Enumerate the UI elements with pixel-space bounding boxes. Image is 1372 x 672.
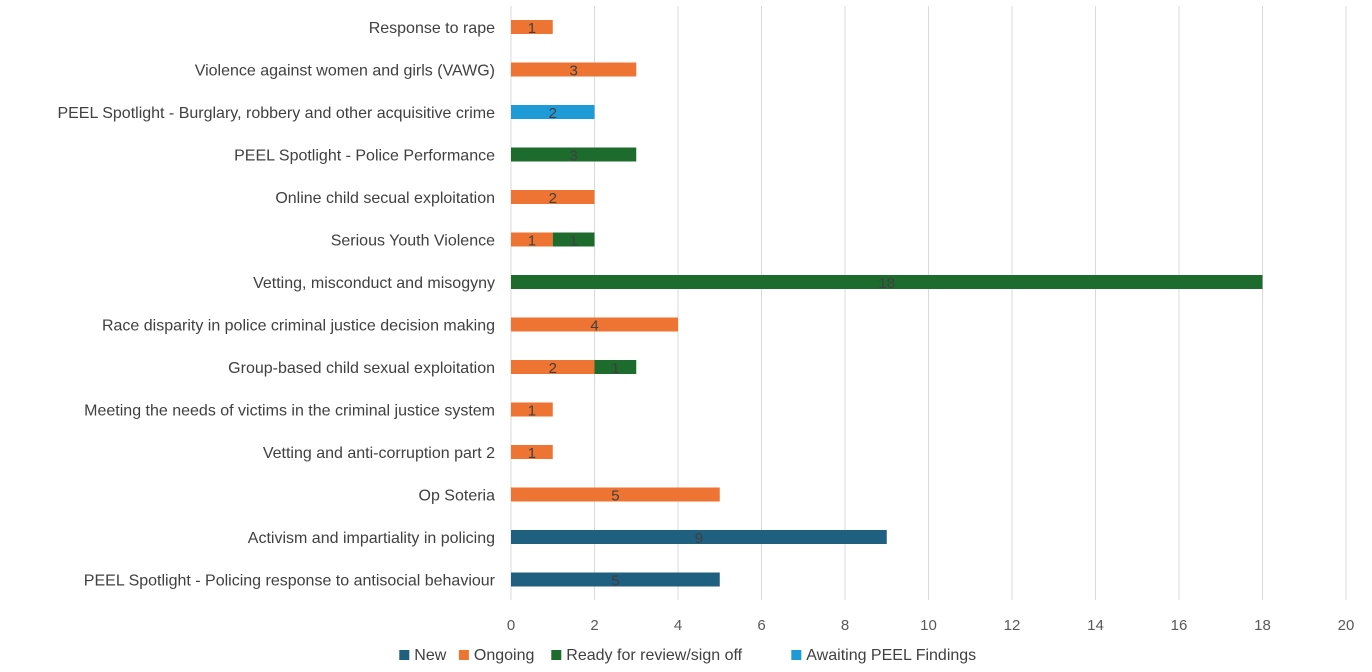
data-label: 5 [611, 488, 619, 505]
data-label: 4 [590, 318, 598, 335]
bar-segment [511, 402, 553, 417]
x-tick-label: 14 [1087, 617, 1104, 634]
data-label: 3 [569, 148, 577, 165]
bar-segment [511, 275, 1263, 289]
legend-swatch [458, 650, 469, 660]
category-label: Race disparity in police criminal justic… [102, 318, 495, 335]
legend-label: Ready for review/sign off [566, 647, 742, 664]
gridlines [510, 6, 1347, 600]
x-axis-tick-labels: 0 2 4 6 8 10 12 14 16 18 20 [507, 617, 1355, 634]
bar-segment [511, 530, 887, 544]
legend-label: Ongoing [474, 647, 535, 664]
bar-segment [511, 317, 678, 332]
bar-segment [511, 232, 553, 247]
bar-segment [511, 445, 553, 459]
x-tick-label: 6 [757, 617, 765, 634]
data-label: 1 [528, 403, 536, 420]
data-label: 1 [528, 445, 536, 462]
legend-swatch [551, 650, 562, 660]
x-tick-label: 2 [590, 617, 598, 634]
legend-swatch [791, 650, 802, 660]
legend-label: New [414, 647, 446, 664]
data-label: 1 [569, 233, 577, 250]
data-labels: 1 3 2 3 2 1 1 18 4 2 1 1 1 5 9 5 [528, 20, 895, 590]
category-label: Vetting and anti-corruption part 2 [263, 445, 495, 462]
x-tick-label: 18 [1254, 617, 1271, 634]
category-label: Violence against women and girls (VAWG) [195, 63, 495, 80]
data-label: 9 [695, 530, 703, 547]
category-label: PEEL Spotlight - Police Performance [234, 148, 495, 165]
data-label: 18 [878, 275, 895, 292]
category-label: Op Soteria [419, 488, 496, 505]
x-tick-label: 12 [1004, 617, 1021, 634]
data-label: 3 [569, 63, 577, 80]
legend-label: Awaiting PEEL Findings [806, 647, 976, 664]
category-label: Group-based child sexual exploitation [228, 360, 495, 377]
bar-segment [552, 232, 595, 247]
category-label: PEEL Spotlight - Burglary, robbery and o… [57, 105, 495, 122]
data-label: 2 [549, 190, 557, 207]
category-label: Meeting the needs of victims in the crim… [84, 403, 495, 420]
x-tick-label: 20 [1338, 617, 1355, 634]
data-label: 5 [611, 573, 619, 590]
category-label: Response to rape [369, 20, 495, 37]
bar-segment [594, 360, 637, 374]
data-label: 2 [549, 360, 557, 377]
x-tick-label: 10 [920, 617, 937, 634]
legend: New Ongoing Ready for review/sign off Await… [399, 647, 976, 664]
bar-segment [511, 487, 720, 502]
data-label: 1 [528, 233, 536, 250]
category-label: Activism and impartiality in policing [248, 530, 495, 547]
bar-segment [511, 20, 553, 34]
bar-segment [511, 62, 637, 77]
data-label: 1 [611, 360, 619, 377]
x-tick-label: 0 [507, 617, 515, 634]
category-label: Serious Youth Violence [331, 233, 495, 250]
bar-segment [511, 147, 637, 162]
bars [511, 20, 1263, 587]
x-tick-label: 4 [674, 617, 682, 634]
bar-segment [511, 572, 720, 587]
legend-swatch [399, 650, 410, 660]
x-tick-label: 16 [1171, 617, 1188, 634]
x-tick-label: 8 [841, 617, 849, 634]
bar-segment [511, 190, 595, 204]
bar-segment [511, 360, 595, 374]
category-label: Vetting, misconduct and misogyny [253, 275, 495, 292]
data-label: 2 [549, 105, 557, 122]
category-labels: Response to rape Violence against women a… [57, 20, 495, 590]
data-label: 1 [528, 20, 536, 37]
category-label: Online child secual exploitation [275, 190, 495, 207]
bar-segment [511, 105, 595, 119]
category-label: PEEL Spotlight - Policing response to an… [84, 573, 496, 590]
